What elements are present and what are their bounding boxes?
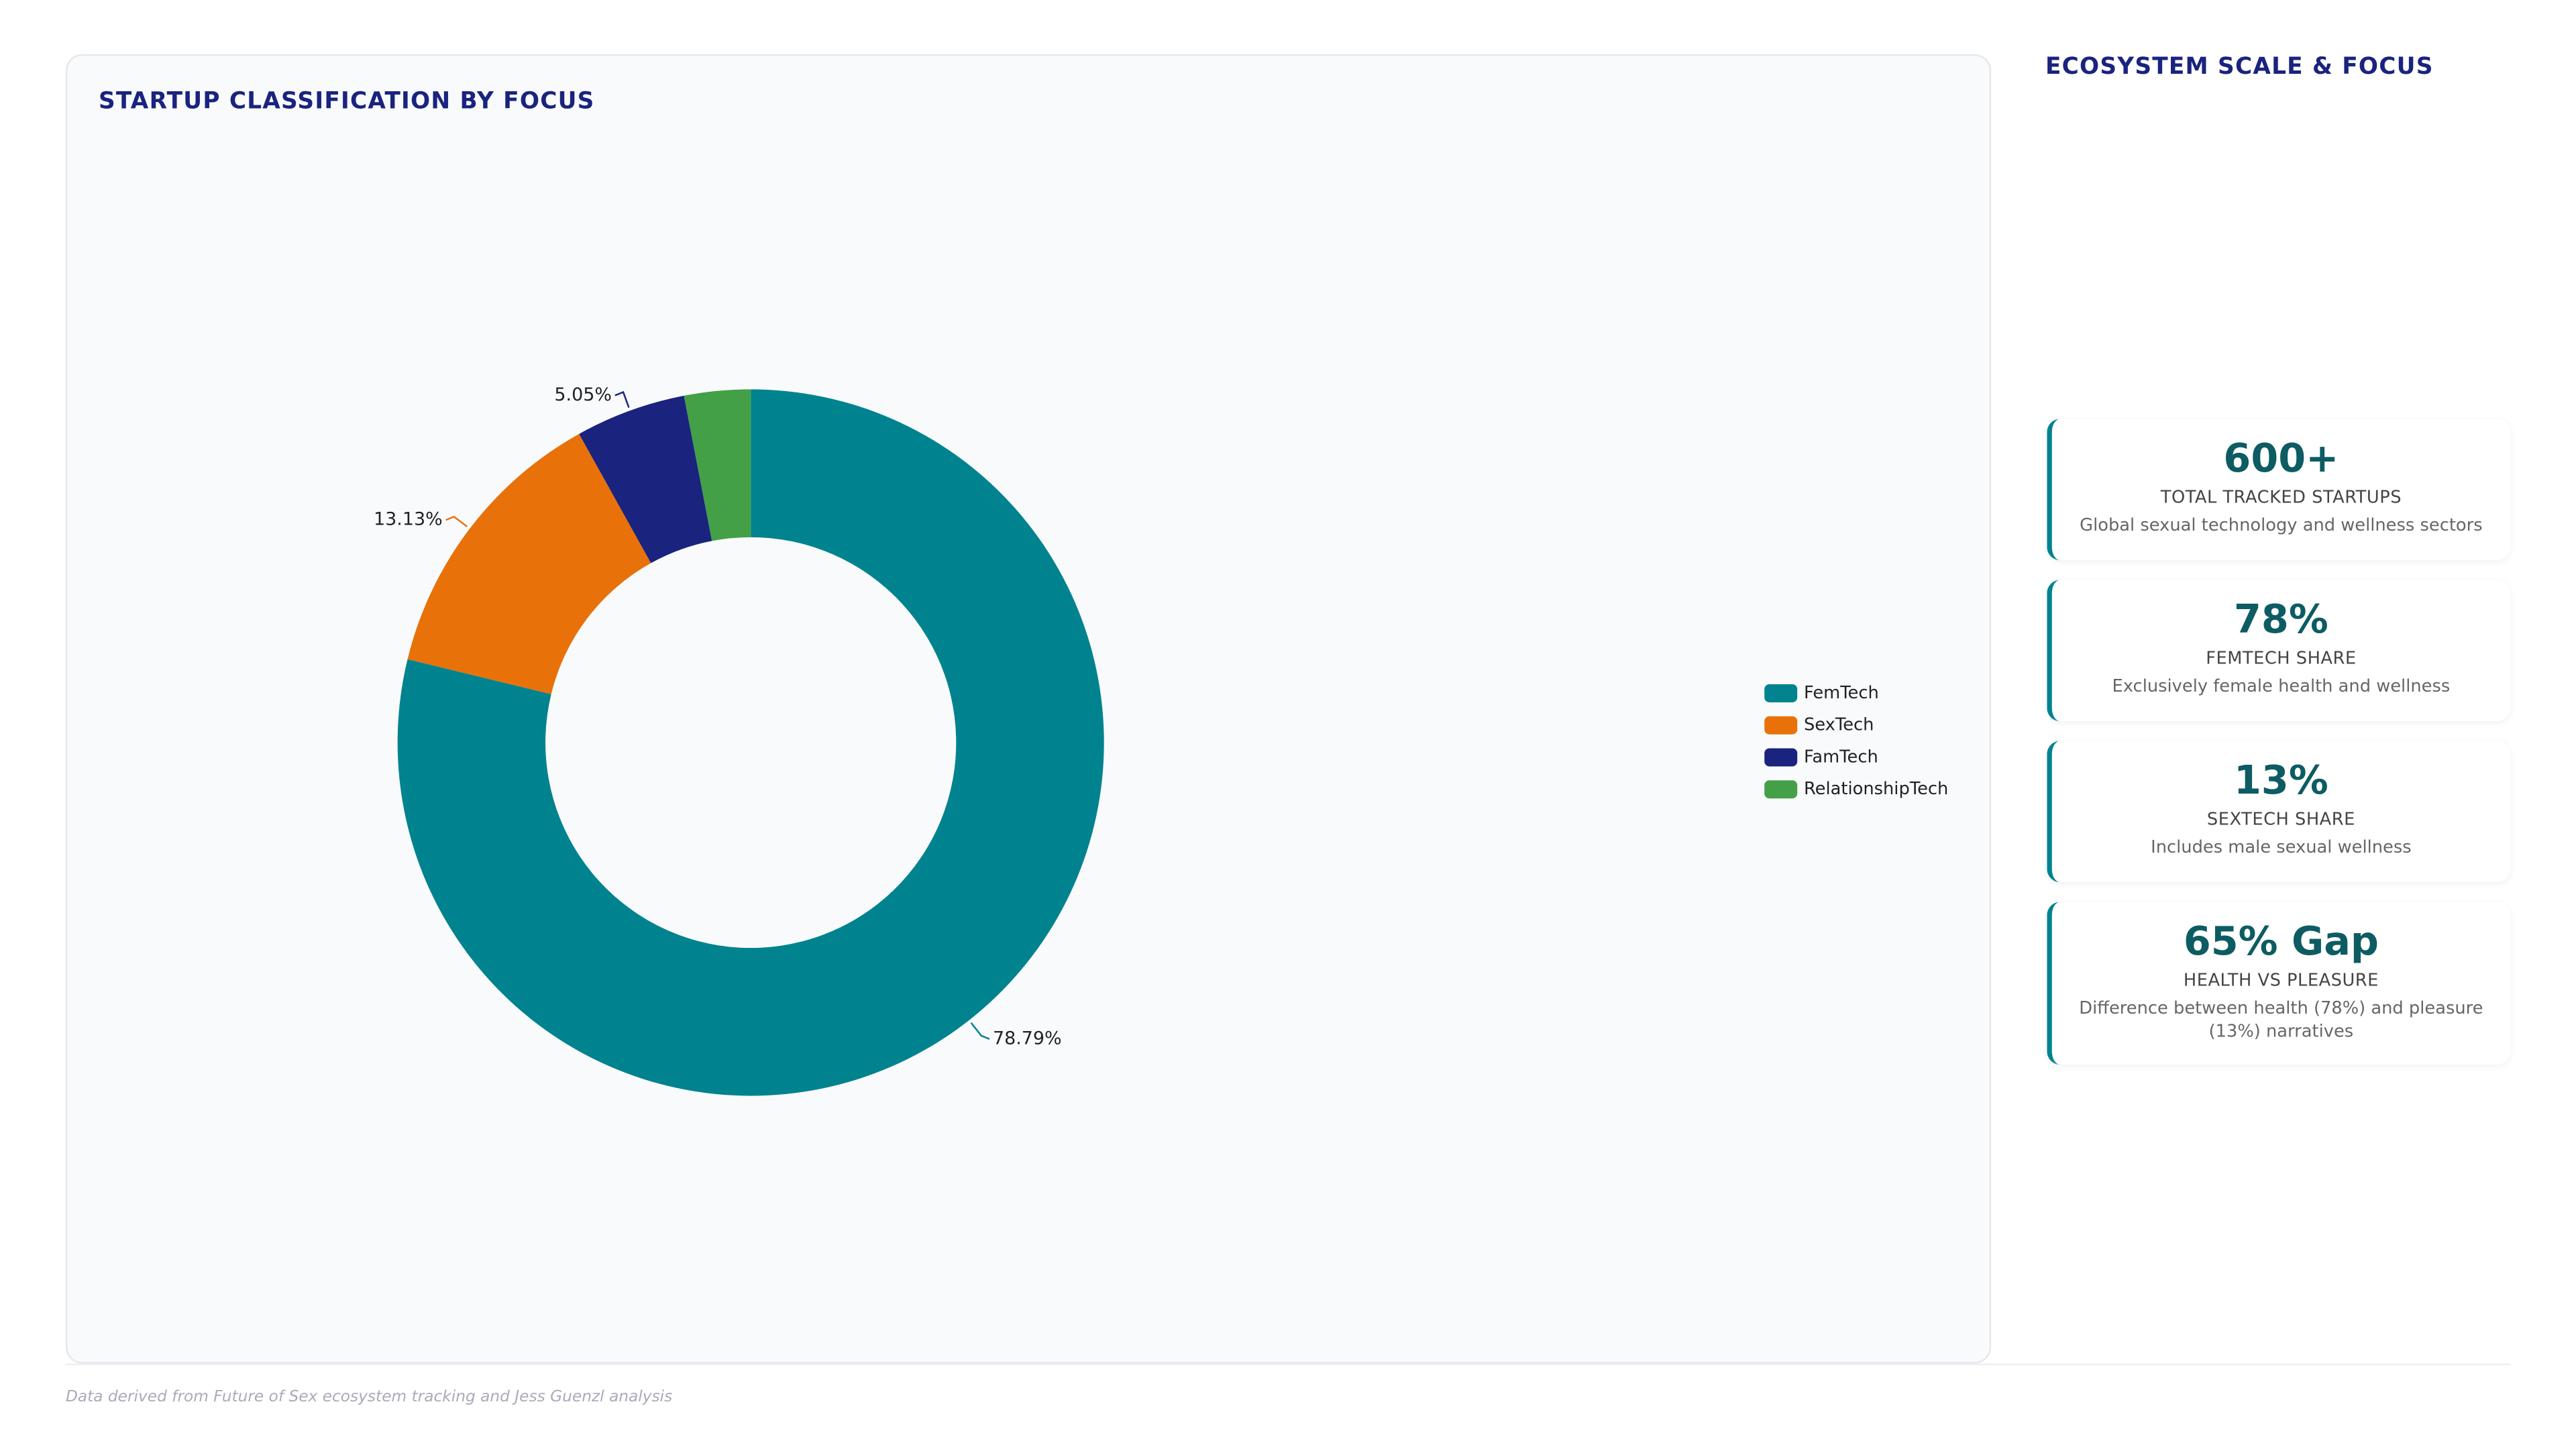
kpi-value: 13% — [2234, 757, 2328, 804]
chart-panel: 78.79% 13.13% 5.05% FemTech SexTech FamTech Re… — [65, 54, 1992, 1364]
donut-slice — [407, 433, 651, 694]
kpi-label: SEXTECH SHARE — [2206, 810, 2355, 830]
legend-swatch — [1764, 748, 1798, 767]
kpi-card: 65% Gap HEALTH VS PLEASURE Difference be… — [2047, 902, 2511, 1065]
label-leader — [614, 390, 630, 408]
data-label: 78.79% — [993, 1028, 1062, 1049]
legend-label: RelationshipTech — [1804, 779, 1948, 799]
kpi-description: Global sexual technology and wellness se… — [2080, 515, 2483, 536]
donut-slice — [579, 395, 712, 564]
kpi-description: Exclusively female health and wellness — [2112, 676, 2451, 697]
kpi-card: 78% FEMTECH SHARE Exclusively female hea… — [2047, 580, 2511, 722]
donut-slice — [397, 389, 1104, 1096]
legend-swatch — [1764, 780, 1798, 799]
chart-title: STARTUP CLASSIFICATION BY FOCUS — [98, 89, 595, 115]
legend-label: FamTech — [1804, 747, 1878, 767]
kpi-value: 65% Gap — [2183, 918, 2379, 965]
kpi-value: 600+ — [2223, 435, 2339, 482]
kpi-label: HEALTH VS PLEASURE — [2183, 971, 2379, 991]
legend-swatch — [1764, 684, 1798, 702]
data-label: 13.13% — [374, 509, 443, 530]
kpi-value: 78% — [2234, 596, 2328, 643]
kpi-label: FEMTECH SHARE — [2206, 649, 2357, 669]
kpi-label: TOTAL TRACKED STARTUPS — [2160, 488, 2402, 508]
footnote: Data derived from Future of Sex ecosyste… — [65, 1388, 673, 1407]
donut-slice — [684, 389, 751, 541]
kpi-card: 13% SEXTECH SHARE Includes male sexual w… — [2047, 741, 2511, 883]
kpi-description: Difference between health (78%) and plea… — [2079, 998, 2483, 1042]
legend-swatch — [1764, 716, 1798, 735]
kpi-card: 600+ TOTAL TRACKED STARTUPS Global sexua… — [2047, 419, 2511, 561]
data-label: 5.05% — [554, 384, 612, 405]
legend-label: SexTech — [1804, 715, 1874, 735]
sidebar-title: ECOSYSTEM SCALE & FOCUS — [2045, 54, 2434, 81]
divider — [65, 1363, 2511, 1366]
label-leader — [970, 1022, 990, 1040]
legend-label: FemTech — [1804, 683, 1879, 703]
kpi-description: Includes male sexual wellness — [2151, 837, 2412, 858]
label-leader — [445, 515, 468, 528]
chart: 78.79% 13.13% 5.05% FemTech SexTech FamTech Re… — [374, 384, 1948, 1096]
